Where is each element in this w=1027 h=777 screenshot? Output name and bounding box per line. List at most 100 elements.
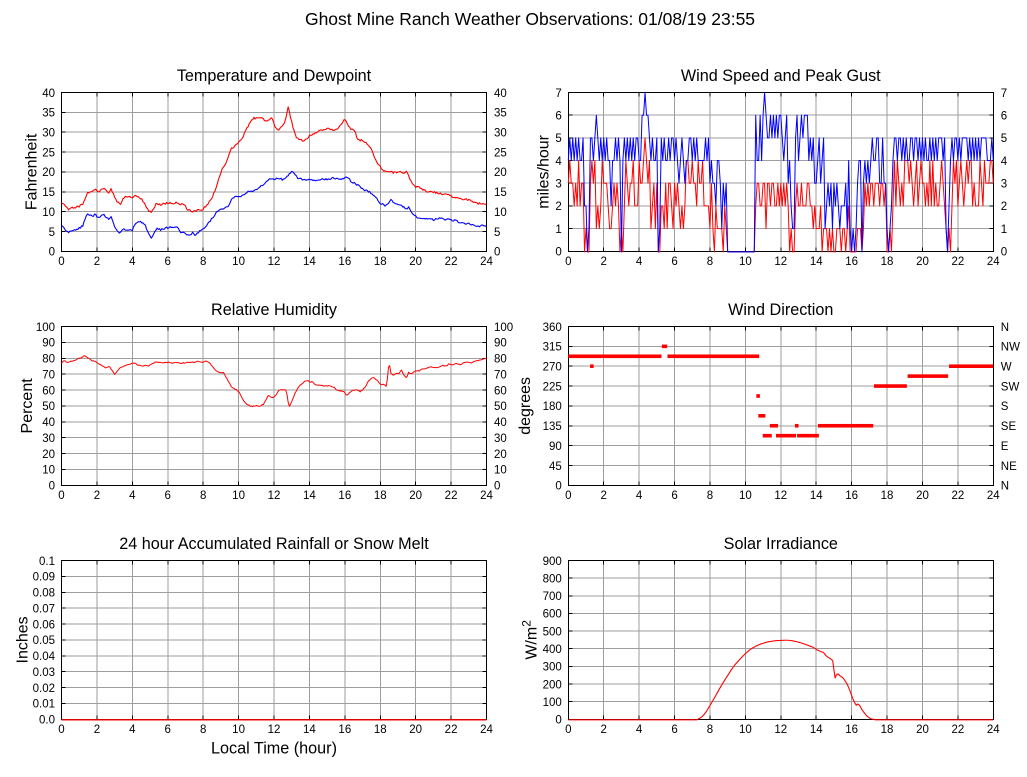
svg-text:25: 25 [494,147,507,159]
svg-text:Ghost Mine Ranch Weather Obser: Ghost Mine Ranch Weather Observations: 0… [305,9,755,29]
svg-text:700: 700 [543,591,562,603]
svg-text:4: 4 [129,724,136,736]
svg-text:W: W [1001,362,1012,374]
svg-text:10: 10 [42,465,55,477]
svg-text:12: 12 [774,490,787,502]
svg-text:0: 0 [565,724,571,736]
svg-text:Percent: Percent [19,378,36,434]
svg-text:22: 22 [445,256,458,268]
svg-text:8: 8 [707,724,713,736]
svg-text:degrees: degrees [517,377,534,435]
svg-text:40: 40 [42,88,55,100]
svg-text:0.08: 0.08 [33,588,55,600]
svg-text:0: 0 [49,247,55,259]
svg-text:60: 60 [42,385,55,397]
svg-text:0.04: 0.04 [33,651,56,663]
svg-text:20: 20 [494,167,507,179]
svg-text:W/m2: W/m2 [519,620,540,660]
svg-text:0.05: 0.05 [33,635,55,647]
svg-text:135: 135 [543,421,562,433]
svg-text:8: 8 [200,490,206,502]
svg-text:24: 24 [480,256,493,268]
svg-text:35: 35 [494,108,507,120]
svg-text:N: N [1001,322,1009,334]
svg-text:SE: SE [1001,421,1017,433]
svg-text:22: 22 [951,490,964,502]
svg-text:1: 1 [1001,224,1007,236]
svg-text:7: 7 [1001,88,1007,100]
svg-text:90: 90 [549,441,562,453]
svg-text:4: 4 [129,256,136,268]
svg-text:4: 4 [636,724,643,736]
svg-text:0.01: 0.01 [33,699,55,711]
svg-text:22: 22 [951,256,964,268]
svg-text:30: 30 [42,128,55,140]
svg-text:20: 20 [916,490,929,502]
svg-text:12: 12 [268,724,281,736]
svg-text:315: 315 [543,342,562,354]
svg-text:14: 14 [303,256,316,268]
svg-text:Wind Direction: Wind Direction [728,301,833,319]
svg-text:30: 30 [494,128,507,140]
svg-text:3: 3 [555,179,561,191]
svg-text:20: 20 [409,724,422,736]
svg-text:20: 20 [42,167,55,179]
svg-text:8: 8 [707,490,713,502]
svg-text:18: 18 [881,490,894,502]
svg-text:22: 22 [445,490,458,502]
svg-text:60: 60 [494,385,507,397]
svg-text:225: 225 [543,381,562,393]
svg-text:6: 6 [671,256,677,268]
svg-text:Wind Speed and Peak Gust: Wind Speed and Peak Gust [681,67,881,85]
svg-text:24: 24 [987,256,1000,268]
svg-text:2: 2 [601,724,607,736]
svg-text:0: 0 [494,481,500,493]
svg-text:200: 200 [543,679,562,691]
svg-text:0.1: 0.1 [39,556,55,568]
svg-text:N: N [1001,481,1009,493]
svg-text:100: 100 [494,322,513,334]
svg-text:24 hour Accumulated Rainfall o: 24 hour Accumulated Rainfall or Snow Mel… [119,535,429,553]
svg-text:20: 20 [409,490,422,502]
svg-text:0.09: 0.09 [33,572,55,584]
svg-text:100: 100 [543,697,562,709]
svg-text:16: 16 [845,724,858,736]
svg-text:10: 10 [232,724,245,736]
svg-text:50: 50 [494,401,507,413]
svg-text:14: 14 [810,490,823,502]
svg-text:20: 20 [409,256,422,268]
svg-text:16: 16 [338,256,351,268]
svg-text:4: 4 [636,490,643,502]
svg-text:10: 10 [42,207,55,219]
svg-text:10: 10 [739,490,752,502]
svg-text:35: 35 [42,108,55,120]
svg-text:18: 18 [374,256,387,268]
svg-text:2: 2 [555,201,561,213]
svg-text:180: 180 [543,401,562,413]
svg-text:30: 30 [42,433,55,445]
svg-text:600: 600 [543,609,562,621]
svg-text:0.06: 0.06 [33,619,55,631]
svg-text:4: 4 [1001,156,1008,168]
svg-text:S: S [1001,401,1009,413]
svg-text:70: 70 [494,369,507,381]
svg-text:0: 0 [565,490,571,502]
svg-text:4: 4 [636,256,643,268]
svg-text:10: 10 [739,256,752,268]
svg-text:0: 0 [565,256,571,268]
svg-text:0: 0 [49,481,55,493]
svg-text:4: 4 [555,156,562,168]
svg-text:SW: SW [1001,381,1020,393]
svg-text:2: 2 [94,490,100,502]
svg-text:E: E [1001,441,1009,453]
svg-text:900: 900 [543,556,562,568]
svg-text:Temperature and Dewpoint: Temperature and Dewpoint [177,67,372,85]
svg-text:14: 14 [303,490,316,502]
svg-text:Solar Irradiance: Solar Irradiance [724,535,838,553]
svg-text:22: 22 [445,724,458,736]
svg-text:90: 90 [42,338,55,350]
svg-text:2: 2 [1001,201,1007,213]
svg-text:7: 7 [555,88,561,100]
svg-text:5: 5 [494,227,500,239]
svg-text:0: 0 [555,247,561,259]
